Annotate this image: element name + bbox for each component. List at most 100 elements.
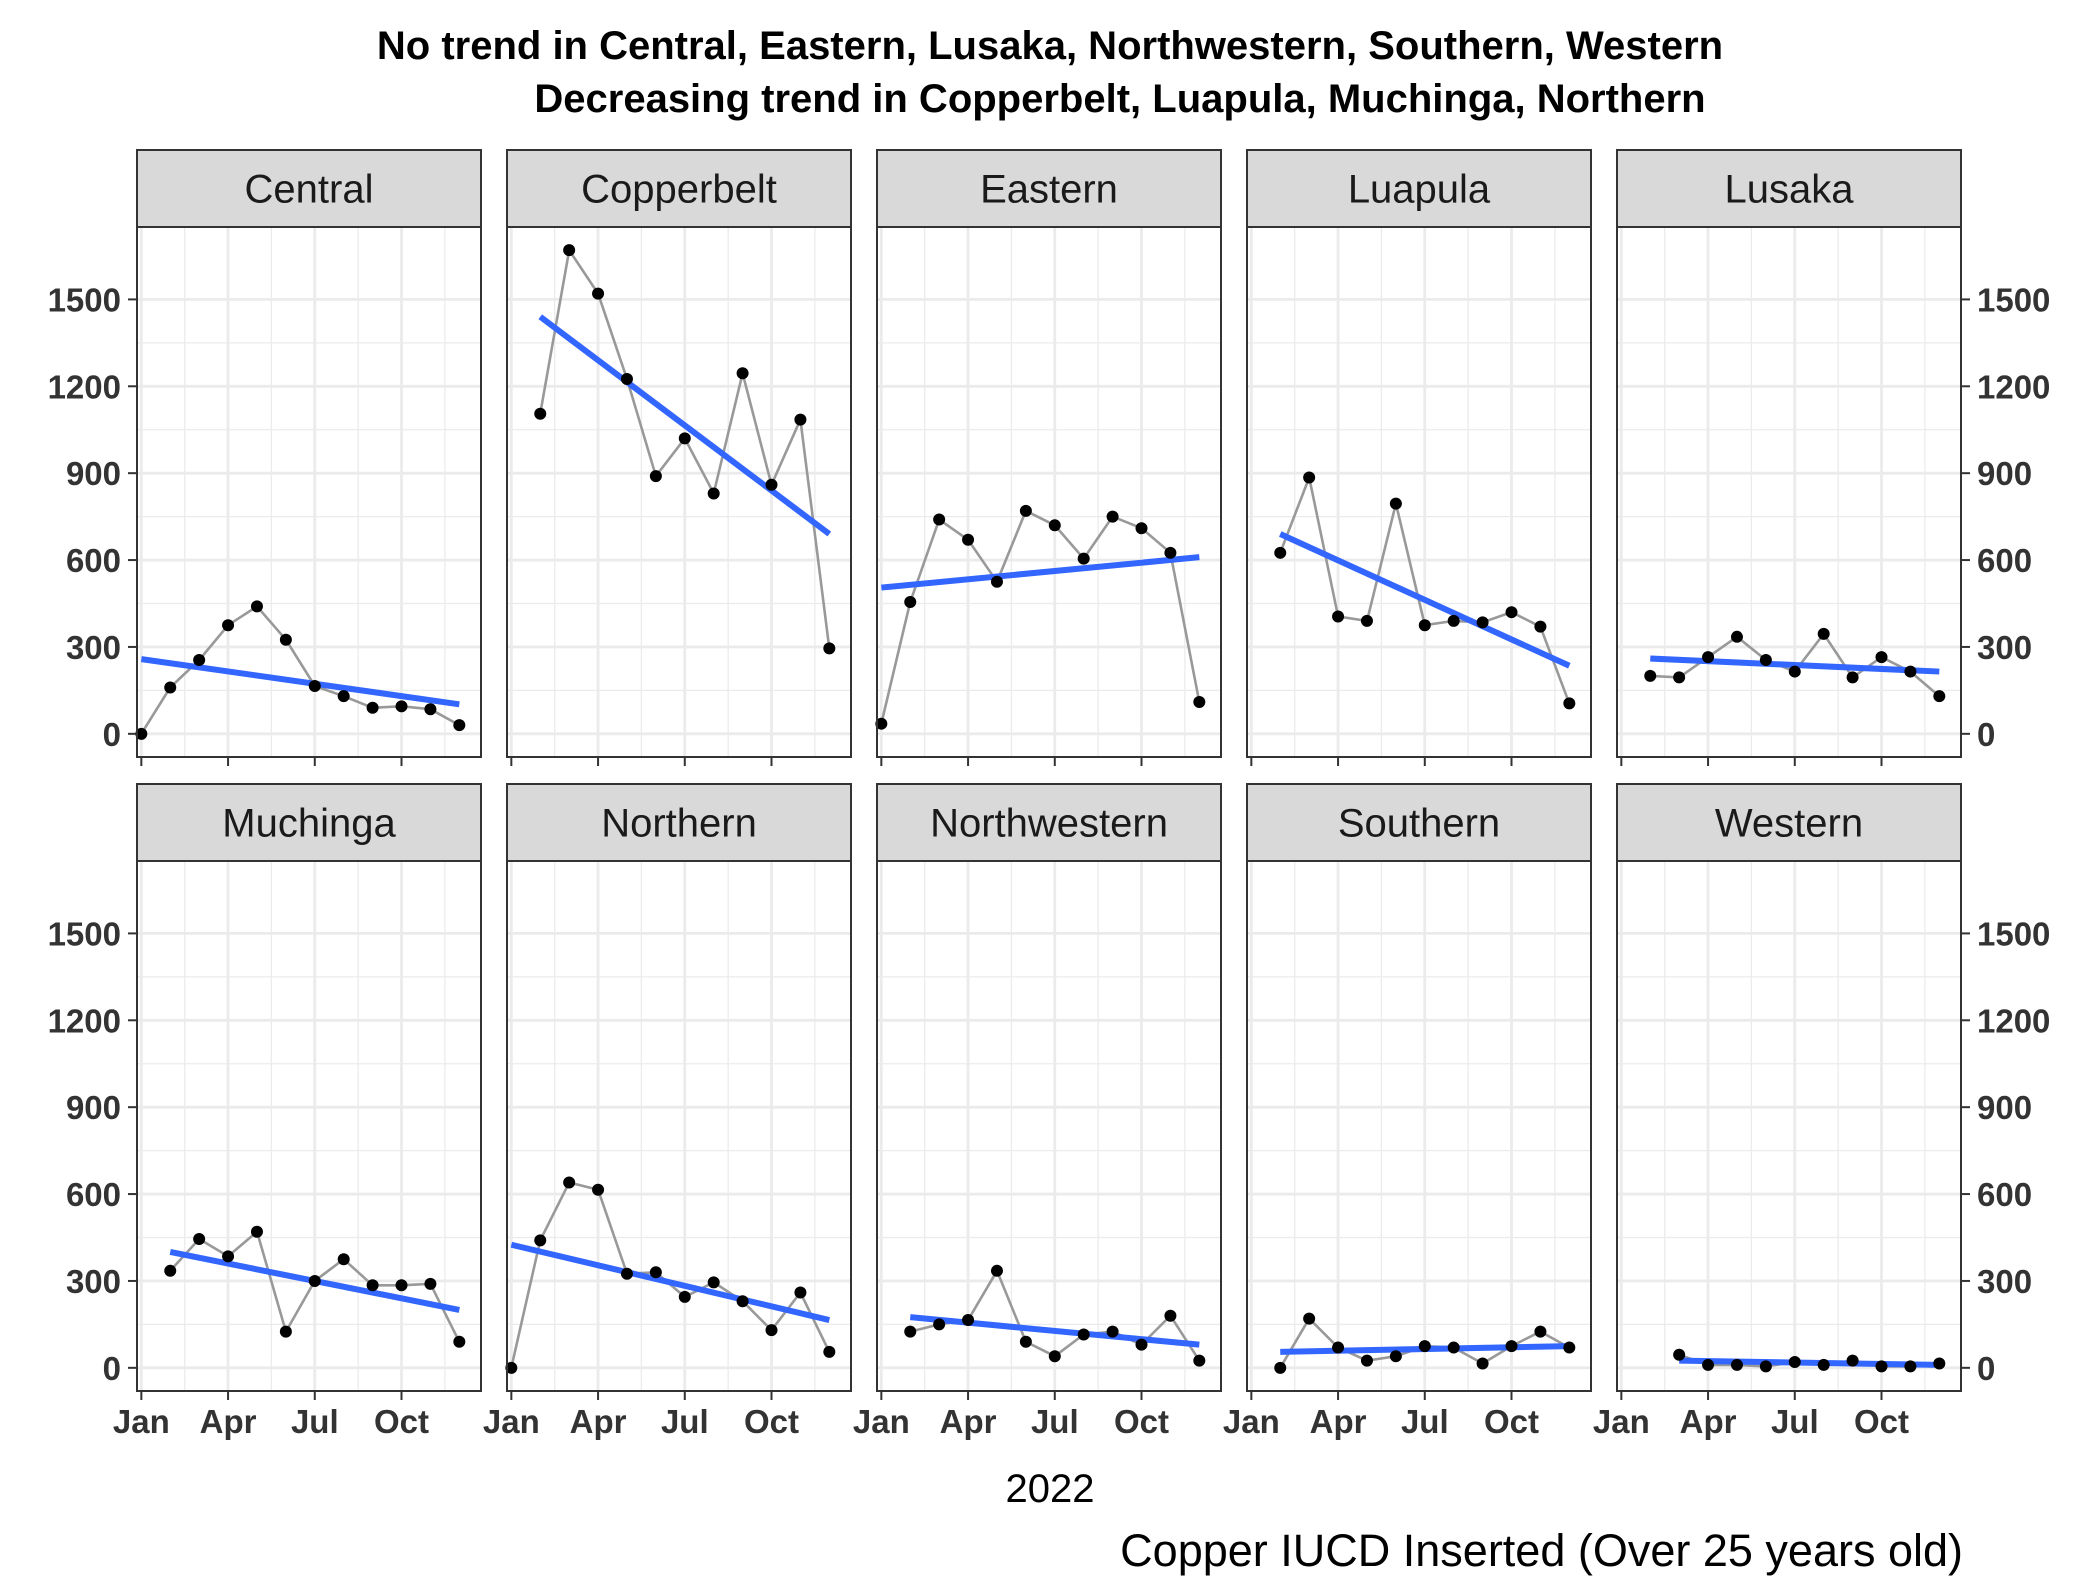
x-tick-label: Jul [1031, 1403, 1079, 1440]
y-tick-label-right: 1500 [1977, 915, 2050, 952]
x-tick-label: Apr [1680, 1403, 1737, 1440]
data-point [1106, 1325, 1119, 1338]
data-point [620, 1267, 633, 1280]
data-point [794, 413, 807, 426]
data-point [1274, 546, 1287, 559]
panel-border [876, 860, 1222, 1392]
y-tick-label-left: 300 [66, 1263, 121, 1300]
data-point [1274, 1361, 1287, 1374]
data-point [1730, 1358, 1743, 1371]
data-point [620, 373, 633, 386]
facet-panels: Central Copperbelt Eastern Luapula Lusaka Muc… [135, 149, 1962, 1392]
data-point [1730, 630, 1743, 643]
strip-label: Muchinga [222, 802, 396, 846]
strip-label: Copperbelt [581, 168, 777, 212]
y-tick-label-left: 900 [66, 1089, 121, 1126]
data-point [1702, 651, 1715, 664]
data-point [1048, 519, 1061, 532]
y-tick-label-left: 1500 [48, 915, 121, 952]
x-tick-label: Apr [200, 1403, 257, 1440]
panel-muchinga: Muchinga [136, 783, 482, 1392]
data-point [1476, 1357, 1489, 1370]
y-tick-label-right: 1500 [1977, 281, 2050, 318]
panel-western: Western [1616, 783, 1962, 1392]
x-tick-label: Jul [1771, 1403, 1819, 1440]
data-point [222, 1250, 235, 1263]
data-point [1846, 1354, 1859, 1367]
data-point [1164, 546, 1177, 559]
strip-background [506, 149, 852, 228]
panel-southern: Southern [1246, 783, 1592, 1392]
x-tick-label: Jan [113, 1403, 170, 1440]
data-point [453, 1335, 466, 1348]
data-point [1673, 671, 1686, 684]
data-point [1077, 552, 1090, 565]
y-tick-label-right: 900 [1977, 455, 2032, 492]
data-point [1019, 504, 1032, 517]
data-point [1193, 1354, 1206, 1367]
data-point [875, 717, 888, 730]
data-point [1447, 614, 1460, 627]
strip-background [136, 783, 482, 862]
x-tick-label: Oct [374, 1403, 429, 1440]
x-tick-label: Jan [853, 1403, 910, 1440]
data-point [1817, 627, 1830, 640]
strip-label: Western [1715, 802, 1863, 846]
y-tick-label-left: 300 [66, 629, 121, 666]
data-point [1303, 1312, 1316, 1325]
data-point [649, 470, 662, 483]
y-tick-label-right: 300 [1977, 629, 2032, 666]
data-point [279, 1325, 292, 1338]
data-point [904, 596, 917, 609]
x-tick-label: Oct [1484, 1403, 1539, 1440]
data-point [1759, 653, 1772, 666]
data-point [395, 1279, 408, 1292]
x-tick-label: Jul [661, 1403, 709, 1440]
data-point [1817, 1358, 1830, 1371]
data-point [250, 600, 263, 613]
data-point [1418, 1340, 1431, 1353]
panel-border [136, 860, 482, 1392]
y-tick-label-left: 0 [103, 716, 121, 753]
chart-title-line-1: No trend in Central, Eastern, Lusaka, No… [377, 24, 1723, 68]
y-tick-label-right: 0 [1977, 716, 1995, 753]
data-point [1135, 522, 1148, 535]
strip-background [1246, 783, 1592, 862]
data-point [933, 513, 946, 526]
trend-line [140, 656, 460, 708]
y-tick-label-left: 900 [66, 455, 121, 492]
data-point [904, 1325, 917, 1338]
data-point [1875, 651, 1888, 664]
x-axes: Jan Apr Jul Oct Jan Apr Jul Oct Jan Apr Jul Oct Jan A… [113, 757, 1909, 1440]
data-point [933, 1318, 946, 1331]
data-point [366, 1279, 379, 1292]
panel-border [506, 860, 852, 1392]
panel-luapula: Luapula [1246, 149, 1592, 758]
data-point [1418, 619, 1431, 632]
x-tick-label: Jul [291, 1403, 339, 1440]
trend-line [510, 1241, 831, 1323]
data-point [1360, 1354, 1373, 1367]
data-point [424, 1277, 437, 1290]
data-point [765, 1324, 778, 1337]
strip-background [1246, 149, 1592, 228]
data-point [823, 642, 836, 655]
data-point [962, 533, 975, 546]
data-point [1164, 1309, 1177, 1322]
data-point [193, 653, 206, 666]
chart-caption: Copper IUCD Inserted (Over 25 years old) [1120, 1525, 1963, 1576]
data-point [424, 703, 437, 716]
panel-border [1246, 860, 1592, 1392]
data-point [1193, 695, 1206, 708]
data-point [592, 1183, 605, 1196]
strip-label: Luapula [1348, 168, 1491, 212]
y-axes: 0 300 600 900 1200 1500 0 300 600 900 1200 1500 0 300… [48, 281, 2051, 1386]
data-point [1447, 1341, 1460, 1354]
x-tick-label: Oct [1854, 1403, 1909, 1440]
data-point [1077, 1328, 1090, 1341]
panel-central: Central [135, 149, 482, 758]
data-point [337, 1253, 350, 1266]
data-point [1505, 606, 1518, 619]
panel-lusaka: Lusaka [1616, 149, 1962, 758]
data-point [395, 700, 408, 713]
